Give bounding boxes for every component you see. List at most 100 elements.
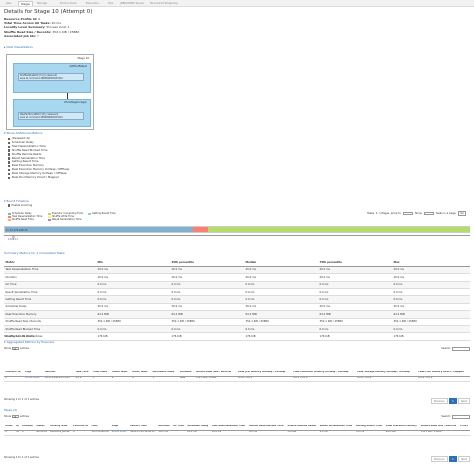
next-page-button[interactable]: Next	[458, 456, 470, 463]
column-header[interactable]: Shuffle Read Blocked Time	[247, 425, 286, 431]
column-header[interactable]: Result Serialization Time	[318, 425, 355, 431]
enable-zooming-checkbox[interactable]	[8, 204, 11, 207]
nav-tab-structured-streaming[interactable]: Structured Streaming	[150, 2, 178, 6]
previous-page-button[interactable]: Previous	[431, 398, 448, 405]
dag-visualization: Stage 10 AQEShuffleRead ShuffledRowRDD […	[6, 54, 94, 130]
column-header[interactable]: Shuffle Read Size / Records	[419, 425, 459, 431]
column-header[interactable]: ID	[14, 425, 21, 431]
column-header[interactable]: Index	[4, 425, 15, 431]
metric-checkbox-row[interactable]: ✓ Peak Execution Memory OnHeap / OffHeap	[8, 167, 69, 172]
checkbox[interactable]: ✓	[8, 165, 11, 169]
column-header[interactable]: Succeeded Tasks	[150, 371, 179, 377]
metric-checkbox-row[interactable]: ✓ Scheduler Delay	[8, 140, 69, 145]
nav-tab-storage[interactable]: Storage	[37, 2, 48, 6]
column-header[interactable]: Attempt	[20, 425, 35, 431]
column-header[interactable]: 25th percentile	[170, 259, 244, 267]
event-timeline-toggle[interactable]: ▾ Event Timeline	[4, 199, 29, 203]
checkbox[interactable]: ✓	[8, 153, 11, 157]
tasks-per-page-input[interactable]	[423, 211, 434, 216]
metric-checkbox-row[interactable]: ✓ Shuffle Read Blocked Time	[8, 148, 69, 153]
previous-page-button[interactable]: Previous	[431, 456, 448, 463]
checkbox[interactable]: ✓	[8, 161, 11, 165]
column-header[interactable]: Peak JVM Memory OnHeap / OffHeap	[236, 371, 292, 377]
column-header[interactable]: Launch Time	[128, 425, 157, 431]
nav-tab-jdbc-odbc-server[interactable]: JDBC/ODBC Server	[120, 2, 145, 6]
column-header[interactable]: Max	[392, 259, 470, 267]
metric-checkbox-row[interactable]: ✓ (De)select All	[8, 136, 69, 141]
column-header[interactable]: Peak Pool Memory Direct / Mapped	[416, 371, 470, 377]
column-header[interactable]: GC Time	[171, 425, 186, 431]
enable-zooming[interactable]: Enable zooming	[8, 204, 32, 207]
column-header[interactable]: Host	[90, 425, 111, 431]
column-header[interactable]: Address	[43, 371, 75, 377]
column-header[interactable]: Peak Execution Memory	[384, 425, 420, 431]
nav-tab-jobs[interactable]: Jobs	[6, 2, 12, 6]
column-header[interactable]: Duration	[157, 425, 172, 431]
column-header[interactable]: Peak Execution Memory OnHeap / OffHeap	[291, 371, 356, 377]
metric-checkbox-row[interactable]: ✓ Getting Result Time	[8, 160, 69, 164]
column-header[interactable]: Status	[34, 425, 49, 431]
next-page-button[interactable]: Next	[458, 398, 470, 405]
show-additional-metrics-toggle[interactable]: ▾ Show Additional Metrics	[4, 131, 43, 135]
aggregated-metrics-toggle[interactable]: ▾ Aggregated Metrics by Executor	[4, 340, 55, 344]
nav-tab-environment[interactable]: Environment	[60, 2, 77, 6]
column-header[interactable]: Excluded	[178, 371, 195, 377]
checkbox[interactable]: ✓	[8, 149, 11, 153]
checkbox[interactable]: ✓	[8, 172, 11, 176]
table-cell[interactable]: stdout stderr	[23, 376, 44, 382]
timeline-task-bar[interactable]: 0 / 10.179.248.16	[4, 226, 470, 233]
column-header[interactable]: Shuffle Read Size / Records	[194, 371, 237, 377]
column-header[interactable]: Errors	[458, 425, 470, 431]
column-header[interactable]: Min	[96, 259, 170, 267]
column-header[interactable]: Scheduler Delay	[185, 425, 211, 431]
checkbox[interactable]: ✓	[8, 157, 11, 161]
metric-checkbox-row[interactable]: ✓ Task Deserialization Time	[8, 144, 69, 149]
column-header[interactable]: Metric	[4, 259, 96, 267]
column-header[interactable]: Logs	[23, 371, 44, 377]
table-cell[interactable]: stdout stderr	[110, 430, 129, 436]
dag-node-shuffled[interactable]: ShuffledRowRDD [31] [coalesced] save at …	[18, 73, 84, 81]
column-header[interactable]: Total Tasks	[91, 371, 111, 377]
dag-node-mappartitions[interactable]: MapPartitionsRDD [32] [coalesced] save a…	[18, 112, 84, 120]
column-header[interactable]: 75th percentile	[318, 259, 392, 267]
dag-visualization-toggle[interactable]: ▸ DAG Visualization	[4, 45, 33, 49]
column-header[interactable]: Logs	[110, 425, 129, 431]
metric-checkbox-row[interactable]: ✓ Peak Execution Memory	[8, 163, 69, 169]
checkbox[interactable]: ✓	[8, 141, 11, 145]
checkbox[interactable]: ✓	[8, 169, 11, 172]
metric-checkbox-row[interactable]: ✓ Shuffle Remote Reads	[8, 152, 69, 157]
metric-checkbox-row[interactable]: ✓ Peak Storage Memory OnHeap / OffHeap	[8, 171, 69, 176]
nav-tab-executors[interactable]: Executors	[86, 2, 99, 6]
page-1-button[interactable]: 1	[449, 398, 457, 405]
page-1-button[interactable]: 1	[449, 456, 457, 463]
metric-checkbox-row[interactable]: ✓ Result Serialization Time	[8, 156, 69, 161]
column-header[interactable]: Shuffle Remote Reads	[285, 425, 319, 431]
tasks-title[interactable]: Tasks (1)	[4, 408, 18, 412]
table-cell: 20.0 ms	[210, 430, 248, 436]
column-header[interactable]: Failed Tasks	[110, 371, 131, 377]
metric-checkbox-row[interactable]: ✓ Peak Pool Memory Direct / Mapped	[8, 175, 69, 180]
column-header[interactable]: Executor ID	[4, 371, 24, 377]
column-header[interactable]: Getting Result Time	[354, 425, 385, 431]
executors-page-size-select[interactable]: 20	[12, 347, 19, 351]
column-header[interactable]: Peak Storage Memory OnHeap / OffHeap	[355, 371, 417, 377]
tasks-search-input[interactable]	[452, 415, 470, 419]
checkbox[interactable]: ✓	[8, 137, 11, 141]
checkbox[interactable]: ✓	[8, 176, 11, 180]
timeline-go-button[interactable]: Go	[458, 211, 466, 217]
column-header[interactable]: Task Time	[74, 371, 92, 377]
summary-value[interactable]: 7	[37, 33, 39, 38]
table-cell: Peak Execution Memory	[4, 310, 96, 319]
checkbox[interactable]: ✓	[8, 145, 11, 149]
column-header[interactable]: Task Deserialization Time	[210, 425, 248, 431]
summary-metrics-title[interactable]: Summary Metrics for 1 Completed Tasks	[4, 251, 65, 255]
nav-tab-sql[interactable]: SQL	[108, 2, 114, 6]
nav-tab-stages[interactable]: Stages	[18, 1, 33, 7]
column-header[interactable]: Median	[244, 259, 318, 267]
column-header[interactable]: Locality level	[48, 425, 72, 431]
executors-search-input[interactable]	[452, 347, 470, 351]
jump-page-input[interactable]	[402, 211, 413, 216]
tasks-page-size-select[interactable]: 20	[12, 415, 19, 419]
column-header[interactable]: Executor ID	[71, 425, 91, 431]
column-header[interactable]: Killed Tasks	[130, 371, 151, 377]
